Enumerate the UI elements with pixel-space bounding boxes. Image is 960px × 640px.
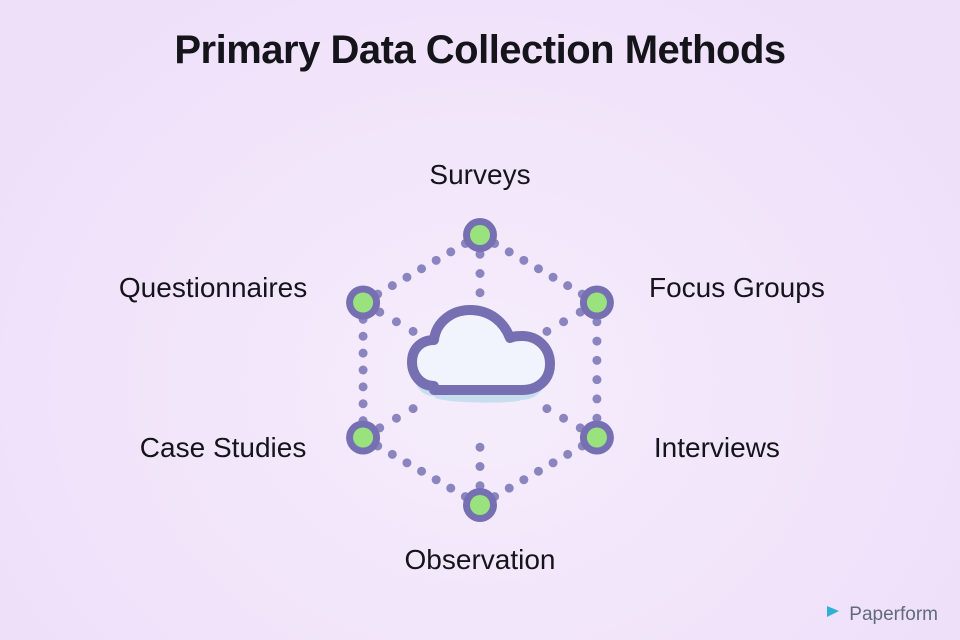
methods-diagram	[285, 175, 675, 565]
method-label: Focus Groups	[649, 272, 825, 304]
method-label: Surveys	[429, 159, 530, 191]
paperform-icon	[825, 604, 843, 626]
brand-badge: Paperform	[825, 604, 938, 626]
page-title: Primary Data Collection Methods	[0, 28, 960, 73]
method-label: Questionnaires	[119, 272, 307, 304]
method-label: Interviews	[654, 432, 780, 464]
method-label: Case Studies	[140, 432, 307, 464]
brand-text: Paperform	[849, 604, 938, 626]
method-label: Observation	[405, 544, 556, 576]
